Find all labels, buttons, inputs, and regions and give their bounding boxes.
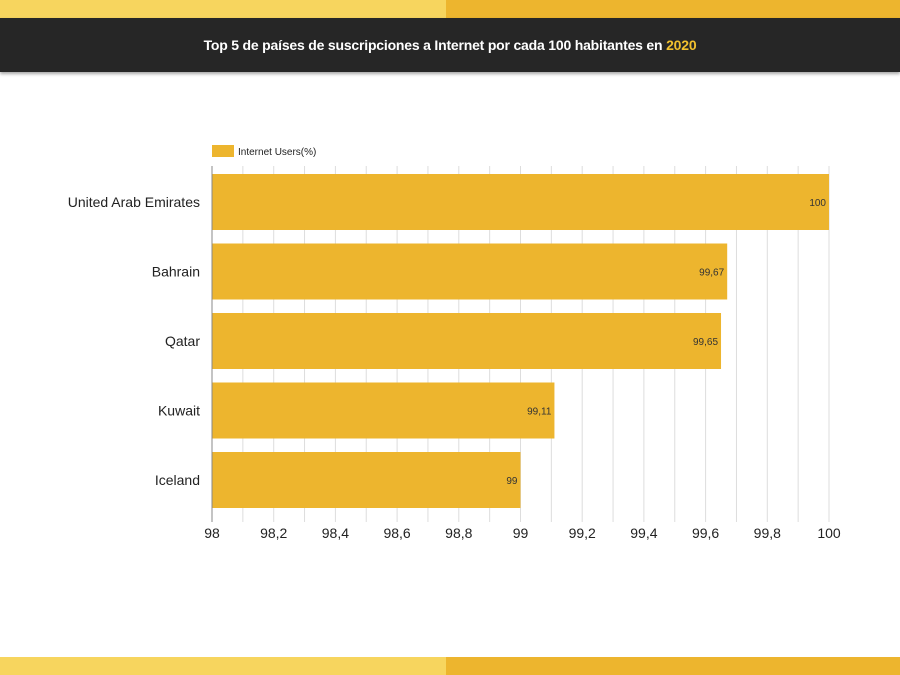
x-tick-label: 98,4 [322, 525, 349, 541]
bottom-stripe [0, 657, 900, 675]
x-tick-label: 98 [204, 525, 220, 541]
category-label: Bahrain [152, 264, 200, 280]
top-stripe [0, 0, 900, 18]
x-tick-label: 98,2 [260, 525, 287, 541]
x-tick-label: 99,6 [692, 525, 719, 541]
bottom-stripe-light [0, 657, 446, 675]
category-label: Iceland [155, 472, 200, 488]
bar [212, 174, 829, 230]
bars: 100 99,67 99,65 99,11 99 [212, 174, 829, 508]
value-label: 100 [809, 198, 826, 209]
bar [212, 313, 722, 369]
bar [212, 243, 728, 300]
x-tick-label: 98,6 [383, 525, 410, 541]
legend-label: Internet Users(%) [238, 147, 316, 158]
chart-title-text: Top 5 de países de suscripciones a Inter… [203, 37, 667, 53]
top-stripe-dark [446, 0, 900, 18]
x-tick-label: 100 [817, 525, 841, 541]
category-label: Kuwait [158, 403, 200, 419]
value-label: 99,65 [693, 337, 718, 348]
x-tick-label: 98,8 [445, 525, 472, 541]
value-label: 99,67 [699, 268, 724, 279]
top-stripe-light [0, 0, 446, 18]
value-label: 99,11 [527, 407, 552, 418]
x-tick-label: 99,2 [569, 525, 596, 541]
title-bar: Top 5 de países de suscripciones a Inter… [0, 18, 900, 72]
x-tick-label: 99 [513, 525, 529, 541]
chart-title-year: 2020 [666, 37, 697, 53]
value-label: 99 [506, 476, 518, 487]
category-label: United Arab Emirates [68, 194, 200, 210]
legend: Internet Users(%) [212, 145, 316, 158]
legend-swatch [212, 145, 234, 157]
category-label: Qatar [165, 333, 200, 349]
x-tick-label: 99,4 [630, 525, 657, 541]
axes: 98 98,2 98,4 98,6 98,8 99 99,2 99,4 99,6 99,8 100 U… [68, 166, 841, 541]
bottom-stripe-dark [446, 657, 900, 675]
chart-title: Top 5 de países de suscripciones a Inter… [204, 37, 697, 53]
x-tick-label: 99,8 [754, 525, 781, 541]
bar [212, 452, 521, 508]
bar [212, 382, 555, 439]
